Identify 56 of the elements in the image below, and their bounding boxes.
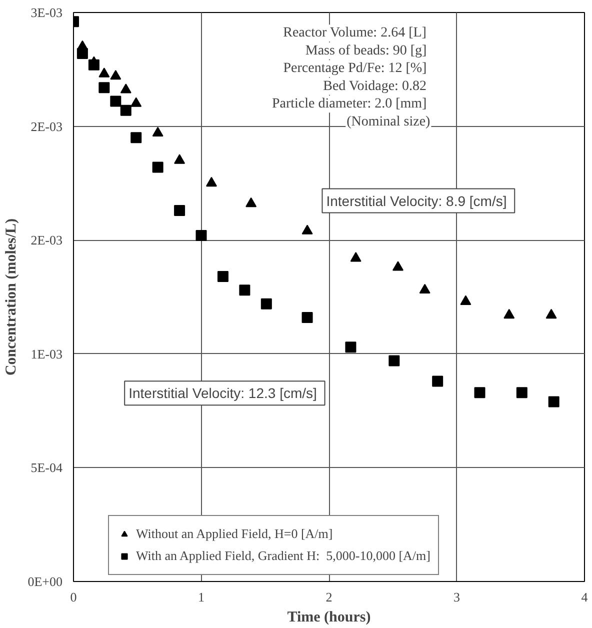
point [130,97,142,107]
point [174,154,186,164]
y-tick-label: 0E+00 [28,574,63,589]
annotation: Percentage Pd/Fe: 12 [%] [283,61,427,76]
annotation: Interstitial Velocity: 12.3 [cm/s] [128,385,317,402]
point [174,205,186,216]
point [130,132,142,144]
annotation: Particle diameter: 2.0 [mm] [272,96,427,112]
point [110,96,122,107]
annotation: (Nominal size) [346,114,431,130]
x-axis-title: Time (hours) [287,610,371,626]
point [152,162,164,173]
point [239,284,250,296]
y-axis-title: Concentration (moles/L) [4,218,20,376]
point [460,295,472,305]
point [474,387,486,398]
point [546,308,557,319]
y-tick-label: 2E-03 [30,118,63,134]
y-tick-label: 1E-03 [30,346,63,362]
point [302,224,313,234]
y-tick-label: 5E-04 [30,460,63,476]
point [392,261,404,271]
point [98,82,110,94]
point [504,308,515,319]
point [120,84,132,94]
point [76,40,88,50]
point [246,197,257,208]
y-tick-label: 3E-03 [30,5,63,20]
point [217,271,228,282]
point [206,176,217,187]
point [516,387,528,398]
legend-label: Without an Applied Field, H=0 [A/m] [136,526,333,542]
point [260,298,272,310]
x-tick-label: 0 [70,590,77,604]
point [110,70,122,80]
point [345,342,356,353]
point [152,126,164,137]
legend-label: With an Applied Field, Gradient H: 5,000-10,000 [A/m] [136,548,430,564]
y-tick-label: 2E-03 [30,232,63,248]
annotation: Reactor Volume: 2.64 [L] [283,26,426,41]
x-tick-label: 4 [581,590,588,604]
annotation: Interstitial Velocity: 8.9 [cm/s] [326,192,507,209]
annotation: Bed Voidage: 0.82 [323,78,426,94]
point [350,252,362,262]
point [388,355,400,366]
annotation: Mass of beads: 90 [g] [305,43,427,58]
point [432,376,444,387]
point [196,230,207,242]
point [120,104,132,116]
x-tick-label: 3 [454,590,460,604]
point [419,284,430,294]
point [548,396,560,408]
x-tick-label: 2 [326,590,332,604]
x-tick-label: 1 [198,590,204,604]
point [98,68,110,78]
point [302,312,313,323]
